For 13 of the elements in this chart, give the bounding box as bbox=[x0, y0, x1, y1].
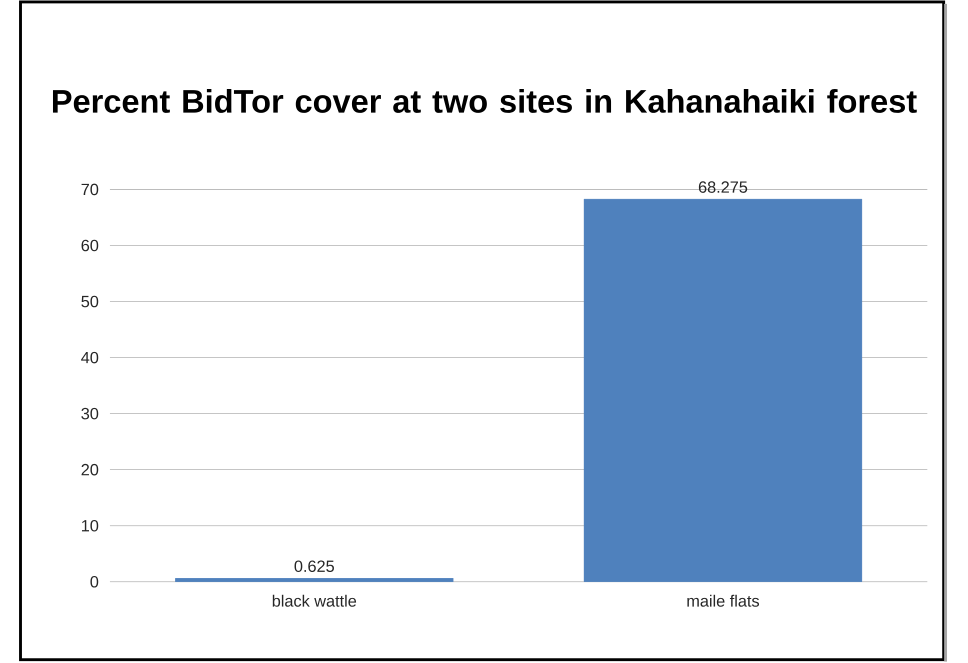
x-tick-label: black wattle bbox=[272, 594, 356, 607]
chart-title: Percent BidTor cover at two sites in Kahanahaiki forest bbox=[52, 88, 917, 113]
x-tick-label: maile flats bbox=[687, 594, 760, 607]
y-tick-label: 20 bbox=[82, 464, 98, 476]
y-tick-label: 10 bbox=[82, 520, 98, 532]
data-label: 68.275 bbox=[698, 181, 748, 193]
y-tick-label: 40 bbox=[81, 352, 98, 364]
y-tick-label: 0 bbox=[90, 576, 98, 588]
y-tick-label: 70 bbox=[82, 184, 98, 196]
y-tick-label: 60 bbox=[82, 240, 98, 252]
y-tick-label: 50 bbox=[81, 296, 98, 308]
data-label: 0.625 bbox=[294, 560, 334, 572]
y-tick-label: 30 bbox=[81, 408, 98, 420]
